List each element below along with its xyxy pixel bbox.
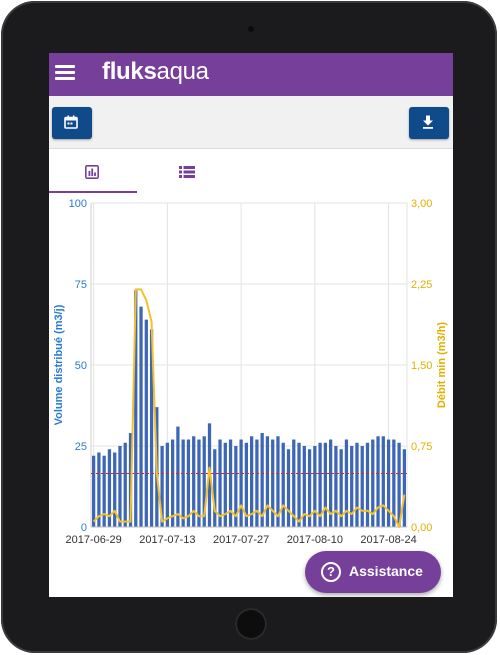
volume-bar bbox=[271, 439, 275, 527]
x-tick-label: 2017-08-10 bbox=[287, 534, 343, 546]
volume-bar bbox=[218, 439, 222, 527]
bar-chart-icon bbox=[85, 165, 99, 179]
volume-bar bbox=[92, 455, 96, 527]
y2-tick-label: 0,75 bbox=[411, 441, 432, 453]
volume-bar bbox=[149, 329, 154, 527]
volume-bar bbox=[244, 442, 248, 527]
volume-bar bbox=[260, 433, 264, 527]
brand-bold: fluks bbox=[102, 58, 157, 85]
view-tabs bbox=[49, 149, 453, 193]
volume-bar bbox=[223, 442, 227, 527]
volume-bar bbox=[339, 449, 343, 527]
list-icon bbox=[179, 166, 195, 178]
x-tick-label: 2017-06-29 bbox=[65, 534, 121, 546]
y2-tick-label: 0,00 bbox=[411, 522, 432, 534]
download-icon bbox=[423, 115, 433, 129]
calendar-icon bbox=[64, 115, 78, 129]
y-tick-label: 100 bbox=[69, 198, 87, 210]
volume-bar bbox=[192, 436, 196, 527]
assistance-label: Assistance bbox=[349, 563, 423, 579]
volume-bar bbox=[292, 439, 296, 527]
volume-bar bbox=[318, 442, 322, 527]
chart-area: 0 25 50 75 100 0,00 0,75 1,50 2,25 3,00 2017-06-29… bbox=[49, 193, 453, 597]
x-tick-label: 2017-08-24 bbox=[360, 534, 416, 546]
volume-bar bbox=[144, 319, 148, 527]
volume-bar bbox=[134, 290, 138, 527]
debit-min-line bbox=[92, 288, 406, 528]
volume-bar bbox=[107, 449, 112, 527]
volume-bar bbox=[344, 439, 349, 527]
volume-bar bbox=[186, 439, 191, 527]
volume-bar bbox=[181, 439, 185, 527]
volume-bar bbox=[165, 442, 169, 527]
volume-bar bbox=[386, 439, 391, 527]
volume-debit-chart: 0 25 50 75 100 0,00 0,75 1,50 2,25 3,00 2017-06-29… bbox=[53, 198, 448, 546]
volume-bar bbox=[302, 446, 306, 527]
volume-bar bbox=[281, 442, 285, 527]
y-tick-label: 50 bbox=[75, 360, 87, 372]
y-tick-label: 0 bbox=[81, 522, 87, 534]
volume-bar bbox=[376, 436, 380, 527]
volume-bar bbox=[365, 442, 370, 527]
volume-bar bbox=[123, 442, 127, 527]
volume-bar bbox=[250, 436, 254, 527]
volume-bar bbox=[197, 439, 201, 527]
volume-bar bbox=[307, 449, 312, 527]
volume-bar bbox=[265, 436, 270, 527]
volume-bar bbox=[350, 446, 354, 527]
volume-bar bbox=[297, 442, 301, 527]
volume-bar bbox=[392, 439, 396, 527]
download-button[interactable] bbox=[409, 107, 449, 139]
y2-tick-label: 2,25 bbox=[411, 279, 432, 291]
x-tick-label: 2017-07-13 bbox=[139, 534, 195, 546]
volume-bar bbox=[171, 439, 175, 527]
volume-bar bbox=[360, 446, 364, 527]
volume-bar bbox=[228, 439, 233, 527]
volume-bar bbox=[381, 436, 385, 527]
volume-bar bbox=[97, 452, 101, 527]
volume-bar bbox=[176, 426, 180, 527]
volume-bar bbox=[397, 442, 401, 527]
volume-bar bbox=[313, 446, 317, 527]
brand-light: aqua bbox=[156, 58, 210, 85]
volume-bar bbox=[118, 446, 122, 527]
app-screen: fluksaqua bbox=[49, 53, 453, 597]
volume-bar bbox=[402, 449, 406, 527]
x-tick-label: 2017-07-27 bbox=[213, 534, 269, 546]
volume-bar bbox=[234, 446, 238, 527]
volume-bar bbox=[355, 442, 359, 527]
y-tick-label: 75 bbox=[75, 279, 87, 291]
y2-tick-label: 3,00 bbox=[411, 198, 432, 210]
toolbar bbox=[49, 96, 453, 149]
volume-bar bbox=[239, 439, 243, 527]
tab-list[interactable] bbox=[143, 149, 231, 193]
tab-chart[interactable] bbox=[49, 149, 137, 193]
volume-bar bbox=[113, 452, 117, 527]
volume-bar bbox=[213, 449, 217, 527]
y-axis-label: Volume distribué (m3/j) bbox=[53, 304, 65, 425]
y2-tick-label: 1,50 bbox=[411, 360, 432, 372]
volume-bar bbox=[139, 306, 143, 527]
volume-bar bbox=[334, 446, 338, 527]
volume-bar bbox=[371, 439, 375, 527]
volume-bar bbox=[329, 439, 333, 527]
home-button[interactable] bbox=[235, 608, 267, 640]
volume-bar bbox=[102, 455, 106, 527]
volume-bar bbox=[202, 436, 206, 527]
volume-bar bbox=[160, 446, 164, 527]
y-tick-label: 25 bbox=[75, 441, 87, 453]
brand-logo: fluksaqua bbox=[102, 57, 209, 87]
calendar-button[interactable] bbox=[52, 107, 92, 139]
volume-bar bbox=[323, 442, 327, 527]
app-bar: fluksaqua bbox=[49, 53, 453, 96]
volume-bar bbox=[286, 449, 291, 527]
volume-bar bbox=[255, 439, 259, 527]
volume-bar bbox=[276, 436, 280, 527]
assistance-button[interactable]: ? Assistance bbox=[305, 551, 441, 593]
camera bbox=[248, 26, 254, 32]
help-icon: ? bbox=[321, 562, 341, 582]
y2-axis-label: Débit min (m3/h) bbox=[436, 322, 448, 409]
hamburger-menu-icon[interactable] bbox=[55, 65, 75, 81]
